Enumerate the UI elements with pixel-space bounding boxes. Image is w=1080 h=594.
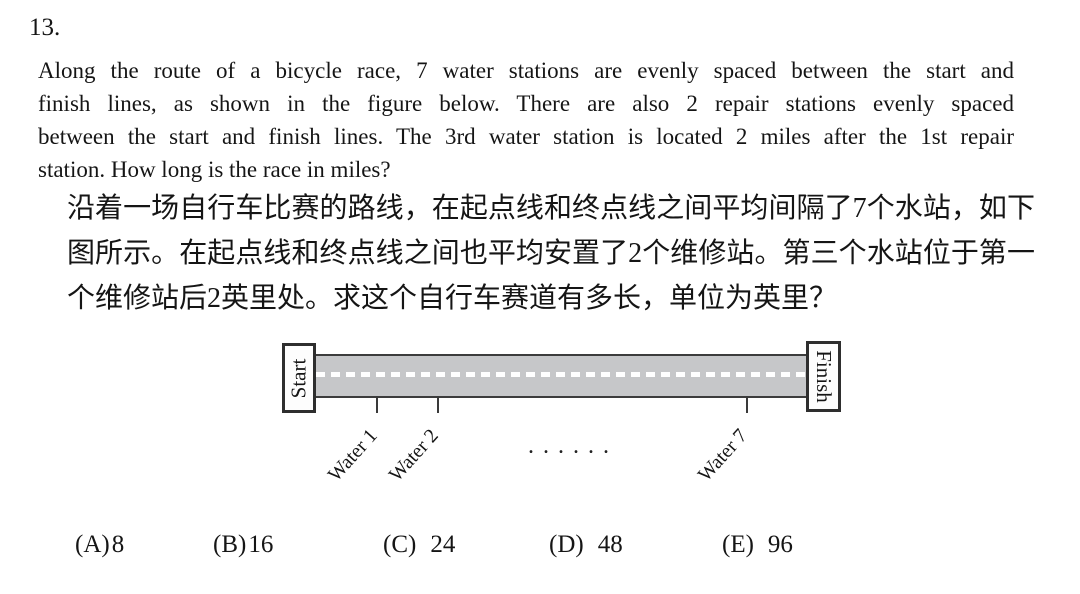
choice-d: (D) 48 bbox=[549, 531, 623, 559]
start-sign-label: Start bbox=[286, 358, 311, 398]
problem-text-chinese: 沿着一场自行车比赛的路线，在起点线和终点线之间平均间隔了7个水站，如下 图所示。… bbox=[67, 186, 1035, 321]
choice-letter: (C) bbox=[383, 531, 417, 558]
water-station-tick bbox=[437, 396, 439, 413]
choice-value: 24 bbox=[430, 531, 456, 558]
choice-letter: (A) bbox=[75, 531, 110, 558]
finish-sign: Finish bbox=[806, 341, 841, 412]
water-station-label: Water 1 bbox=[323, 424, 382, 486]
choice-e: (E) 96 bbox=[722, 531, 793, 559]
english-line: finish lines, as shown in the figure bel… bbox=[38, 91, 1014, 116]
ellipsis-dots: ...... bbox=[528, 433, 618, 459]
english-line: station. How long is the race in miles? bbox=[38, 157, 391, 182]
water-station-label: Water 7 bbox=[693, 424, 752, 486]
water-station-tick bbox=[746, 396, 748, 413]
choice-value: 8 bbox=[111, 531, 125, 558]
english-line: between the start and finish lines. The … bbox=[38, 124, 1014, 149]
chinese-line: 图所示。在起点线和终点线之间也平均安置了2个维修站。第三个水站位于第一 bbox=[67, 238, 1035, 269]
chinese-line: 沿着一场自行车比赛的路线，在起点线和终点线之间平均间隔了7个水站，如下 bbox=[67, 193, 1035, 224]
choice-b: (B)16 bbox=[213, 531, 273, 559]
choice-a: (A)8 bbox=[75, 531, 124, 559]
choice-value: 96 bbox=[767, 531, 793, 558]
choice-letter: (E) bbox=[722, 531, 754, 558]
finish-sign-label: Finish bbox=[812, 350, 836, 403]
road-center-dashed-line bbox=[316, 372, 806, 377]
choice-letter: (D) bbox=[549, 531, 584, 558]
choice-value: 16 bbox=[248, 531, 274, 558]
choice-value: 48 bbox=[597, 531, 623, 558]
choice-c: (C) 24 bbox=[383, 531, 455, 559]
english-line: Along the route of a bicycle race, 7 wat… bbox=[38, 58, 1014, 83]
problem-number: 13. bbox=[29, 14, 61, 41]
water-station-label: Water 2 bbox=[384, 424, 443, 486]
choice-letter: (B) bbox=[213, 531, 247, 558]
water-station-tick bbox=[376, 396, 378, 413]
chinese-line: 个维修站后2英里处。求这个自行车赛道有多长，单位为英里？ bbox=[67, 283, 838, 314]
start-sign: Start bbox=[282, 343, 316, 413]
problem-text-english: Along the route of a bicycle race, 7 wat… bbox=[38, 54, 1014, 186]
